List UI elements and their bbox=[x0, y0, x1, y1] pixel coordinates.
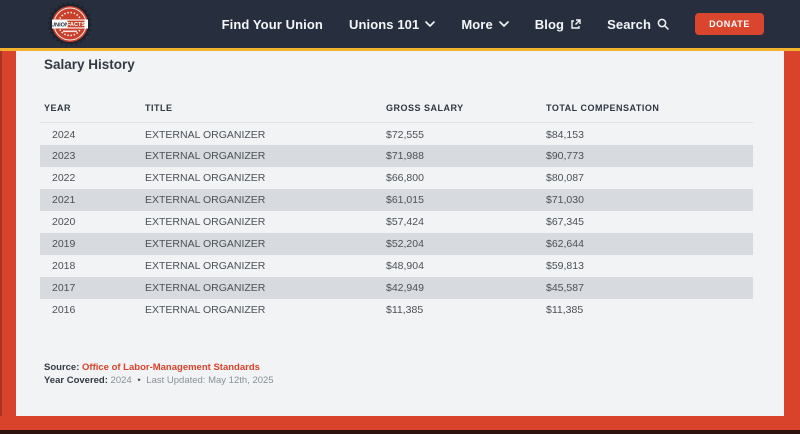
nav-search[interactable]: Search bbox=[607, 17, 669, 32]
table-row: 2024 EXTERNAL ORGANIZER $72,555 $84,153 bbox=[40, 123, 753, 145]
chevron-down-icon bbox=[498, 21, 509, 27]
salary-history-table: YEAR TITLE GROSS SALARY TOTAL COMPENSATI… bbox=[40, 103, 753, 321]
frame-left bbox=[0, 51, 16, 430]
source-line: Source: Office of Labor-Management Stand… bbox=[44, 361, 274, 374]
table-row: 2021 EXTERNAL ORGANIZER $61,015 $71,030 bbox=[40, 188, 753, 211]
cell-year: 2016 bbox=[52, 303, 76, 316]
table-row: 2017 EXTERNAL ORGANIZER $42,949 $45,587 bbox=[40, 276, 753, 299]
column-header-gross-salary: GROSS SALARY bbox=[382, 103, 542, 123]
cell-year: 2023 bbox=[52, 149, 76, 162]
dot-separator: • bbox=[137, 375, 141, 386]
table-row: 2018 EXTERNAL ORGANIZER $48,904 $59,813 bbox=[40, 255, 753, 277]
nav-blog[interactable]: Blog bbox=[535, 17, 581, 32]
cell-title: EXTERNAL ORGANIZER bbox=[145, 149, 266, 162]
content-panel: Salary History YEAR TITLE GROSS SALARY T… bbox=[16, 51, 784, 416]
cell-total: $59,813 bbox=[546, 259, 584, 272]
table-row: 2019 EXTERNAL ORGANIZER $52,204 $62,644 bbox=[40, 232, 753, 255]
cell-year: 2021 bbox=[52, 193, 76, 206]
table-header: YEAR TITLE GROSS SALARY TOTAL COMPENSATI… bbox=[40, 103, 753, 123]
nav-find-your-union[interactable]: Find Your Union bbox=[222, 17, 323, 32]
cell-gross: $57,424 bbox=[386, 215, 424, 228]
column-header-title: TITLE bbox=[141, 103, 382, 123]
table-row: 2016 EXTERNAL ORGANIZER $11,385 $11,385 bbox=[40, 299, 753, 321]
site-header: UNION FACTS Find Your Union Unions 101 M… bbox=[0, 0, 800, 48]
source-label: Source: bbox=[44, 362, 80, 373]
yellow-accent-bar bbox=[0, 48, 800, 51]
nav-blog-label: Blog bbox=[534, 16, 565, 32]
frame-bottom-edge bbox=[0, 430, 800, 434]
logo-word-union: UNION bbox=[51, 22, 69, 28]
cell-total: $11,385 bbox=[546, 303, 584, 316]
nav-unions-101-label: Unions 101 bbox=[348, 16, 420, 32]
column-header-year: YEAR bbox=[40, 103, 141, 123]
cell-gross: $42,949 bbox=[386, 281, 424, 294]
cell-title: EXTERNAL ORGANIZER bbox=[145, 171, 266, 184]
frame-right bbox=[784, 51, 800, 430]
donate-button[interactable]: DONATE bbox=[695, 13, 764, 35]
cell-total: $90,773 bbox=[546, 149, 584, 162]
cell-title: EXTERNAL ORGANIZER bbox=[145, 259, 266, 272]
source-link[interactable]: Office of Labor-Management Standards bbox=[82, 362, 260, 373]
union-facts-logo-icon[interactable]: UNION FACTS bbox=[48, 2, 92, 46]
cell-gross: $72,555 bbox=[386, 128, 424, 141]
year-covered-value: 2024 bbox=[110, 375, 132, 386]
external-link-icon bbox=[571, 18, 581, 29]
year-covered-label: Year Covered: bbox=[44, 375, 108, 386]
cell-total: $67,345 bbox=[546, 215, 584, 228]
column-header-total-compensation: TOTAL COMPENSATION bbox=[542, 103, 753, 123]
nav-find-your-union-label: Find Your Union bbox=[221, 16, 323, 32]
cell-gross: $71,988 bbox=[386, 149, 424, 162]
cell-title: EXTERNAL ORGANIZER bbox=[145, 193, 266, 206]
cell-title: EXTERNAL ORGANIZER bbox=[145, 128, 266, 141]
cell-title: EXTERNAL ORGANIZER bbox=[145, 303, 266, 316]
cell-total: $80,087 bbox=[546, 171, 584, 184]
cell-title: EXTERNAL ORGANIZER bbox=[145, 281, 266, 294]
cell-total: $45,587 bbox=[546, 281, 584, 294]
search-icon bbox=[657, 18, 669, 30]
main-nav: Find Your Union Unions 101 More Blog Sea… bbox=[222, 0, 764, 48]
nav-unions-101[interactable]: Unions 101 bbox=[348, 16, 436, 32]
nav-search-label: Search bbox=[607, 16, 652, 32]
logo-word-facts: FACTS bbox=[67, 22, 86, 28]
cell-year: 2018 bbox=[52, 259, 76, 272]
cell-year: 2019 bbox=[52, 237, 76, 250]
coverage-line: Year Covered: 2024 • Last Updated: May 1… bbox=[44, 374, 274, 387]
cell-year: 2022 bbox=[52, 171, 76, 184]
cell-total: $62,644 bbox=[546, 237, 584, 250]
cell-year: 2020 bbox=[52, 215, 76, 228]
cell-year: 2024 bbox=[52, 128, 76, 141]
cell-year: 2017 bbox=[52, 281, 76, 294]
cell-gross: $66,800 bbox=[386, 171, 424, 184]
cell-total: $71,030 bbox=[546, 193, 584, 206]
nav-more[interactable]: More bbox=[461, 16, 509, 32]
cell-gross: $61,015 bbox=[386, 193, 424, 206]
cell-total: $84,153 bbox=[546, 128, 584, 141]
frame-bottom bbox=[0, 416, 800, 430]
nav-more-label: More bbox=[461, 16, 493, 32]
page-title: Salary History bbox=[44, 57, 135, 72]
table-row: 2020 EXTERNAL ORGANIZER $57,424 $67,345 bbox=[40, 211, 753, 233]
cell-gross: $48,904 bbox=[386, 259, 424, 272]
cell-title: EXTERNAL ORGANIZER bbox=[145, 215, 266, 228]
cell-title: EXTERNAL ORGANIZER bbox=[145, 237, 266, 250]
cell-gross: $52,204 bbox=[386, 237, 424, 250]
table-row: 2022 EXTERNAL ORGANIZER $66,800 $80,087 bbox=[40, 167, 753, 189]
chevron-down-icon bbox=[425, 21, 436, 27]
cell-gross: $11,385 bbox=[386, 303, 424, 316]
table-row: 2023 EXTERNAL ORGANIZER $71,988 $90,773 bbox=[40, 144, 753, 167]
salary-table-body: 2024 EXTERNAL ORGANIZER $72,555 $84,153 2023… bbox=[40, 123, 753, 321]
last-updated-text: Last Updated: May 12th, 2025 bbox=[146, 375, 274, 386]
source-block: Source: Office of Labor-Management Stand… bbox=[44, 361, 274, 387]
